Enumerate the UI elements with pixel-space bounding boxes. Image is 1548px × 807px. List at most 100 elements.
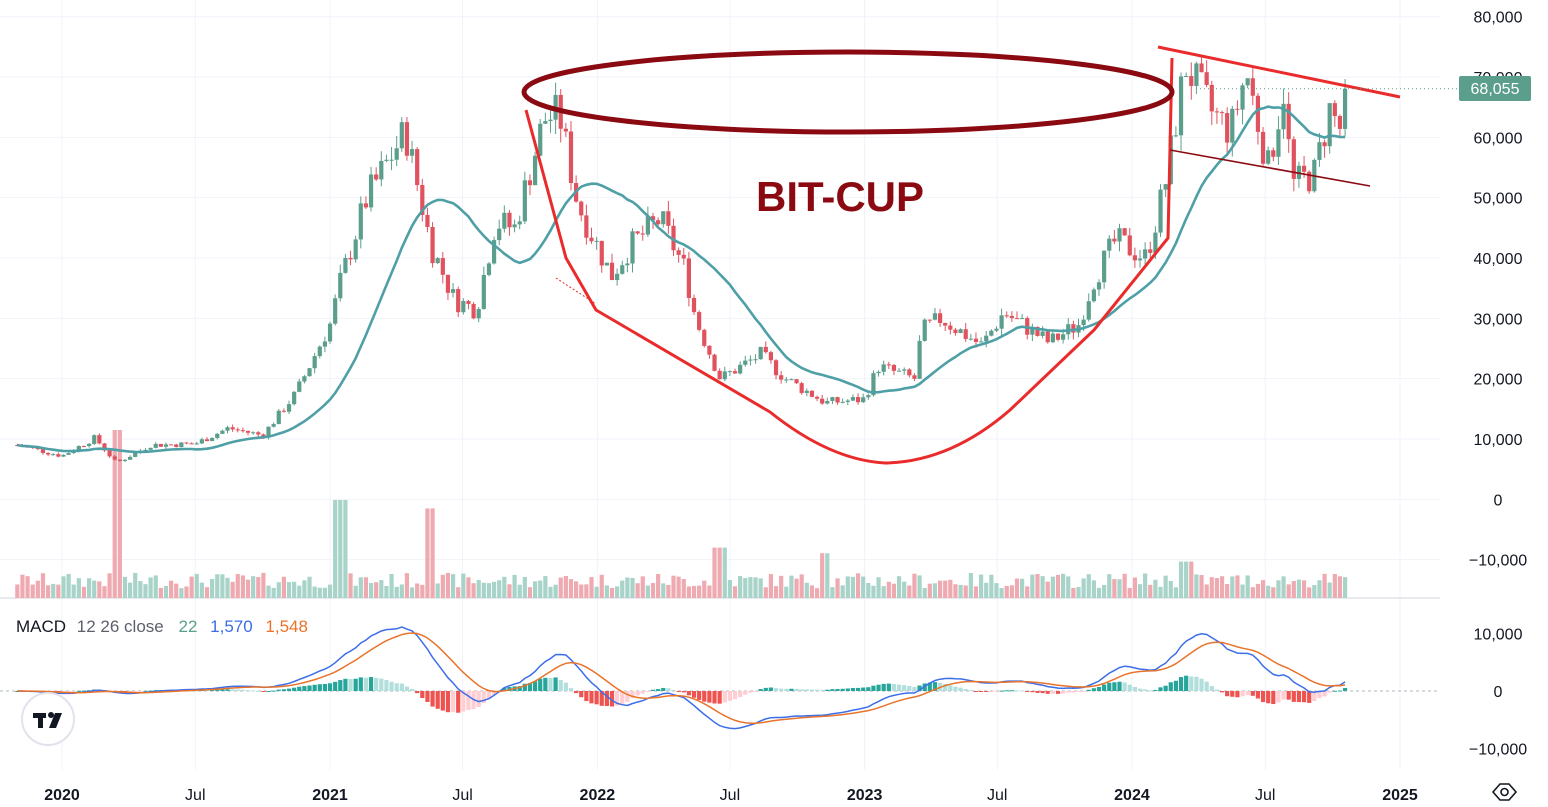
candle-body[interactable] (732, 371, 738, 374)
handle-lower-trendline[interactable] (1169, 149, 1371, 187)
candle-body[interactable] (1178, 76, 1184, 136)
candle-body[interactable] (963, 329, 968, 339)
candle-body[interactable] (184, 442, 189, 444)
candle-body[interactable] (481, 274, 486, 309)
candle-body[interactable] (1004, 315, 1009, 317)
candle-body[interactable] (389, 159, 394, 161)
candle-body[interactable] (594, 240, 599, 242)
candle-body[interactable] (1122, 228, 1127, 236)
candle-body[interactable] (604, 262, 609, 266)
candle-body[interactable] (650, 216, 656, 221)
candle-body[interactable] (189, 443, 194, 445)
candle-body[interactable] (871, 373, 876, 396)
candle-body[interactable] (876, 371, 881, 374)
candle-body[interactable] (943, 322, 948, 326)
candle-body[interactable] (210, 438, 215, 442)
candle-body[interactable] (543, 121, 548, 124)
candle-body[interactable] (486, 263, 492, 275)
candle-body[interactable] (948, 325, 953, 330)
candle-body[interactable] (1317, 142, 1322, 160)
candle-body[interactable] (891, 364, 897, 371)
candle-body[interactable] (97, 435, 102, 444)
candle-body[interactable] (466, 301, 471, 304)
candle-body[interactable] (927, 319, 932, 321)
candle-body[interactable] (440, 258, 445, 275)
candle-body[interactable] (1281, 103, 1286, 130)
drawings[interactable] (521, 45, 1458, 465)
candle-body[interactable] (374, 174, 379, 180)
cup-outline[interactable] (524, 57, 1174, 465)
candle-body[interactable] (461, 301, 466, 313)
candle-body[interactable] (276, 410, 281, 425)
candle-body[interactable] (917, 340, 922, 379)
candle-body[interactable] (394, 148, 399, 160)
candle-body[interactable] (425, 214, 430, 228)
candle-body[interactable] (153, 443, 158, 448)
candle-body[interactable] (1332, 103, 1337, 117)
candle-body[interactable] (1117, 228, 1122, 242)
candle-body[interactable] (45, 452, 51, 455)
candle-body[interactable] (286, 404, 292, 412)
candle-body[interactable] (1153, 232, 1158, 253)
candle-body[interactable] (1235, 108, 1240, 110)
handle-upper-trendline[interactable] (1157, 45, 1401, 99)
candle-body[interactable] (661, 211, 666, 225)
candle-body[interactable] (435, 258, 440, 264)
candle-body[interactable] (1204, 72, 1209, 85)
candle-body[interactable] (92, 435, 97, 444)
candle-body[interactable] (855, 396, 861, 403)
candle-body[interactable] (317, 346, 322, 357)
candle-body[interactable] (645, 216, 650, 235)
candle-body[interactable] (363, 203, 369, 208)
candle-body[interactable] (958, 329, 963, 334)
candle-body[interactable] (1199, 63, 1204, 73)
candle-body[interactable] (379, 160, 384, 180)
candle-body[interactable] (456, 289, 461, 313)
candle-body[interactable] (169, 444, 174, 446)
candle-body[interactable] (850, 396, 856, 401)
candle-body[interactable] (240, 430, 245, 432)
candle-body[interactable] (163, 444, 169, 447)
candle-body[interactable] (507, 212, 512, 228)
candle-body[interactable] (656, 220, 661, 225)
candle-body[interactable] (973, 338, 979, 342)
candle-body[interactable] (333, 298, 338, 324)
candle-body[interactable] (1143, 249, 1148, 259)
candle-body[interactable] (1148, 249, 1153, 253)
candle-body[interactable] (907, 369, 912, 376)
candle-body[interactable] (932, 313, 938, 320)
candle-body[interactable] (922, 319, 927, 341)
candle-body[interactable] (353, 239, 358, 260)
candle-body[interactable] (302, 376, 307, 382)
candle-body[interactable] (1030, 326, 1035, 335)
candle-body[interactable] (1045, 331, 1050, 343)
candle-body[interactable] (40, 449, 46, 453)
candle-body[interactable] (953, 329, 958, 334)
candle-body[interactable] (194, 443, 199, 445)
candle-body[interactable] (133, 452, 138, 457)
candle-body[interactable] (1040, 331, 1045, 336)
candle-body[interactable] (409, 149, 415, 156)
candle-body[interactable] (430, 227, 435, 264)
candle-body[interactable] (630, 231, 635, 264)
candle-body[interactable] (66, 453, 71, 455)
macd-legend[interactable]: MACD 12 26 close 22 1,570 1,548 (16, 617, 308, 636)
candle-body[interactable] (784, 379, 789, 381)
candle-body[interactable] (399, 122, 404, 149)
candle-body[interactable] (1132, 255, 1137, 261)
candle-body[interactable] (56, 454, 61, 457)
candle-body[interactable] (1189, 75, 1194, 86)
candle-body[interactable] (1219, 112, 1225, 114)
candle-body[interactable] (76, 446, 81, 451)
candle-body[interactable] (476, 308, 481, 319)
candle-body[interactable] (312, 356, 317, 369)
candle-body[interactable] (1158, 189, 1163, 233)
candle-body[interactable] (584, 215, 589, 238)
candle-body[interactable] (1081, 319, 1086, 326)
candle-body[interactable] (758, 346, 763, 360)
candle-body[interactable] (527, 180, 533, 186)
candle-body[interactable] (122, 459, 128, 461)
candle-body[interactable] (174, 444, 179, 447)
candle-body[interactable] (1327, 103, 1332, 147)
